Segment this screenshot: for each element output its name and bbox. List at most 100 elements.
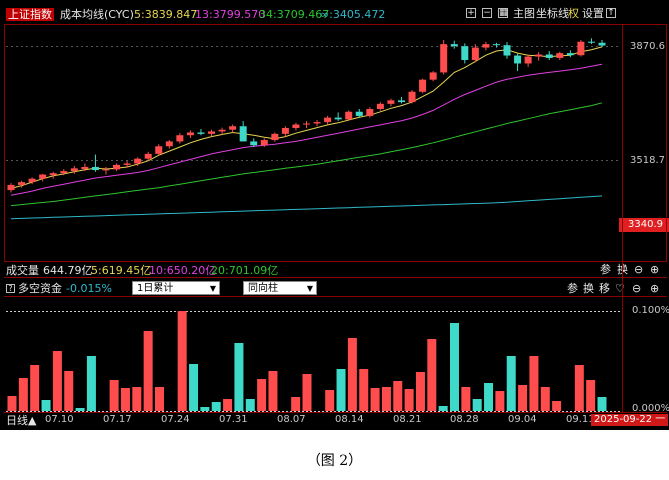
candle-body [587, 41, 595, 43]
fund-bar [393, 381, 403, 411]
candle-body [482, 44, 490, 48]
date-tick: 07.24 [161, 414, 190, 425]
fund-bar [302, 374, 312, 411]
volume-total: 644.79亿 [43, 264, 93, 277]
date-tick: 07.10 [45, 414, 74, 425]
period-label-text: 日线 [6, 414, 28, 427]
lower-zoom-in-icon[interactable]: ⊕ [650, 282, 660, 295]
fund-bar [211, 402, 221, 411]
fund-bar [450, 323, 459, 411]
triangle-up-icon: ▲ [28, 414, 37, 427]
volume-zoom-out-icon[interactable]: ⊖ [634, 263, 644, 276]
lower-panel-title[interactable]: 多空资金 [18, 282, 62, 295]
candle-body [123, 163, 131, 165]
candle-body [49, 173, 57, 176]
candle-body [281, 127, 289, 134]
candle-body [461, 46, 469, 61]
fund-bar [427, 339, 437, 411]
fund-bar [495, 391, 505, 411]
fund-bar [223, 399, 233, 411]
style-select[interactable]: 同向柱 ▼ [243, 281, 317, 295]
mainf-value: ∞:3405.472 [320, 8, 386, 21]
period-select-value: 1日累计 [137, 283, 174, 294]
heart-icon[interactable]: ♡ [615, 282, 625, 295]
price-mid-label: 3518.7 [630, 155, 665, 166]
candle-body [197, 132, 205, 134]
date-tick: 08.28 [450, 414, 479, 425]
fund-bar [347, 338, 357, 411]
candle-body [60, 171, 68, 174]
candle-body [514, 55, 522, 64]
fund-bar [177, 311, 187, 411]
lower-axis-top: 0.100% [632, 305, 669, 316]
fund-bar [381, 387, 391, 411]
fund-bar [41, 400, 51, 411]
lower-params-button[interactable]: 参 [567, 282, 578, 295]
period-label[interactable]: 日线▲ [6, 415, 36, 426]
main-chart-button[interactable]: 主图 [513, 7, 535, 20]
fund-bar [132, 387, 142, 411]
fund-bar [370, 388, 380, 411]
grid-icon[interactable]: ▦ [498, 8, 508, 18]
candle-body [292, 124, 300, 128]
coord-line-button[interactable]: 坐标线 [536, 7, 569, 20]
candle-body [408, 91, 416, 103]
candle-body [165, 141, 173, 147]
volume-label[interactable]: 成交量 [6, 264, 39, 277]
volume-ma5: 5:619.45亿 [91, 264, 152, 277]
fund-bar [597, 397, 607, 411]
settings-button[interactable]: 设置 [582, 7, 604, 20]
fund-bar [291, 397, 301, 411]
fund-bar [18, 378, 28, 411]
ma13-value: 13:3799.570 [195, 8, 266, 21]
zoom-in-icon[interactable]: + [466, 8, 476, 18]
current-date-label: 2025-09-22 一 [591, 414, 669, 426]
candle-body [471, 47, 479, 61]
fund-bar [189, 364, 199, 411]
lower-move-button[interactable]: 移 [599, 282, 610, 295]
fund-bar [245, 399, 255, 411]
index-name[interactable]: 上证指数 [6, 8, 54, 21]
candle-body [387, 100, 395, 104]
date-tick: 09.11 [566, 414, 595, 425]
rights-button[interactable]: 权 [568, 7, 579, 20]
ma5-value: 5:3839.847 [134, 8, 198, 21]
fund-bar [586, 380, 596, 411]
zoom-out-icon[interactable]: − [482, 8, 492, 18]
fund-bar [472, 399, 482, 411]
help-icon[interactable]: ? [6, 284, 15, 293]
fund-bar [540, 387, 550, 411]
fund-bar [461, 387, 471, 411]
candle-body [102, 169, 110, 171]
candle-body [577, 41, 585, 56]
fund-bar [506, 356, 516, 411]
candle-body [503, 45, 511, 56]
candle-body [81, 166, 89, 170]
candle-body [134, 158, 142, 164]
ma-line-5 [10, 46, 603, 189]
candle-body [355, 111, 363, 116]
fund-bar [75, 408, 85, 411]
candle-body [419, 79, 427, 92]
candle-body [545, 54, 553, 58]
candle-body [239, 126, 247, 142]
date-tick: 08.21 [393, 414, 422, 425]
candle-body [28, 178, 36, 183]
indicator-name[interactable]: 成本均线(CYC) [60, 8, 134, 21]
export-icon[interactable]: ↑ [606, 8, 616, 18]
fund-bar [234, 343, 244, 411]
style-select-value: 同向柱 [248, 283, 278, 294]
candle-body [345, 111, 353, 120]
lower-zoom-out-icon[interactable]: ⊖ [632, 282, 642, 295]
date-tick: 08.14 [335, 414, 364, 425]
candle-body [535, 54, 543, 57]
volume-params-button[interactable]: 参 [600, 263, 611, 276]
fund-bar [484, 383, 494, 411]
volume-zoom-in-icon[interactable]: ⊕ [650, 263, 660, 276]
lower-switch-button[interactable]: 换 [583, 282, 594, 295]
fund-bar [268, 371, 278, 411]
fund-bar [7, 396, 17, 411]
period-select[interactable]: 1日累计 ▼ [132, 281, 220, 295]
lower-panel-value: -0.015% [66, 282, 112, 295]
fund-bar [336, 369, 346, 411]
